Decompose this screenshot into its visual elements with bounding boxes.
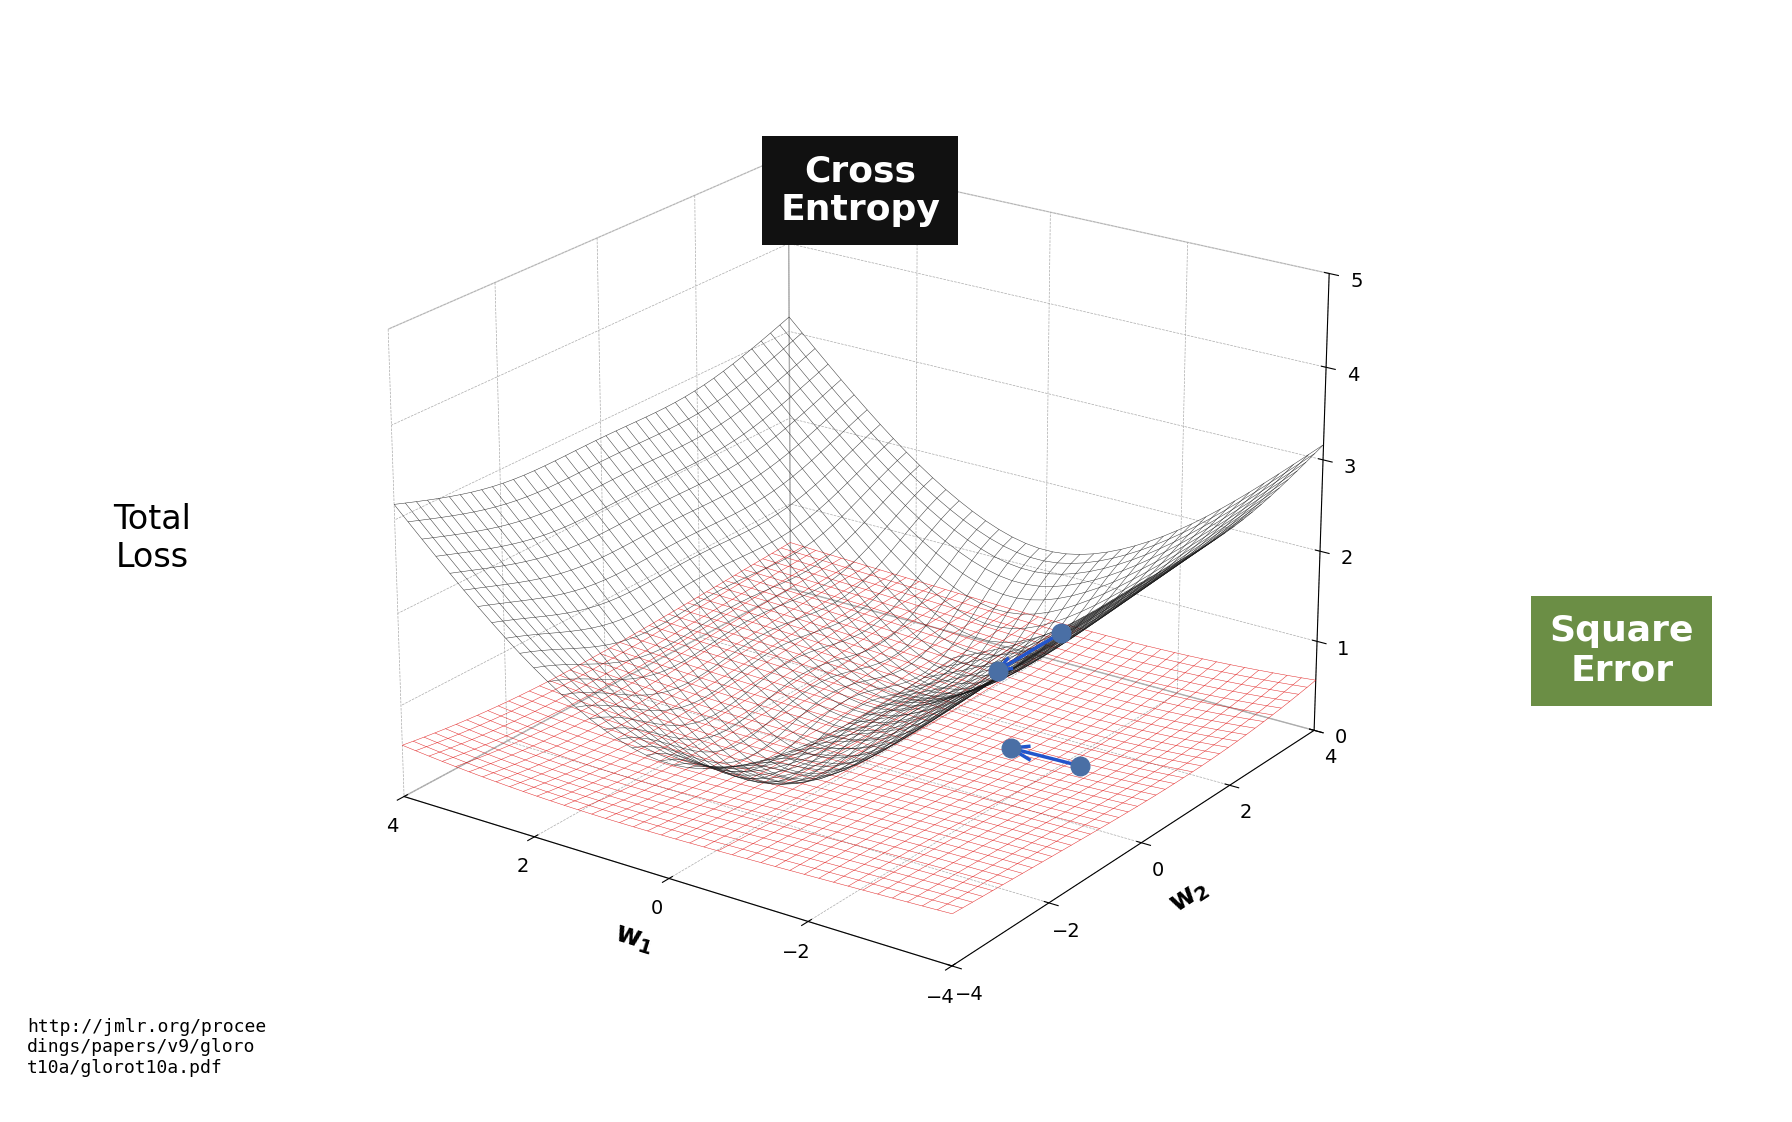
Text: Cross
Entropy: Cross Entropy	[780, 154, 941, 228]
Y-axis label: $\mathbf{w_2}$: $\mathbf{w_2}$	[1165, 873, 1213, 919]
Text: Total
Loss: Total Loss	[113, 503, 192, 574]
X-axis label: $\mathbf{w_1}$: $\mathbf{w_1}$	[611, 920, 658, 958]
Text: Square
Error: Square Error	[1550, 614, 1693, 688]
Text: http://jmlr.org/procee
dings/papers/v9/gloro
t10a/glorot10a.pdf: http://jmlr.org/procee dings/papers/v9/g…	[27, 1018, 267, 1077]
